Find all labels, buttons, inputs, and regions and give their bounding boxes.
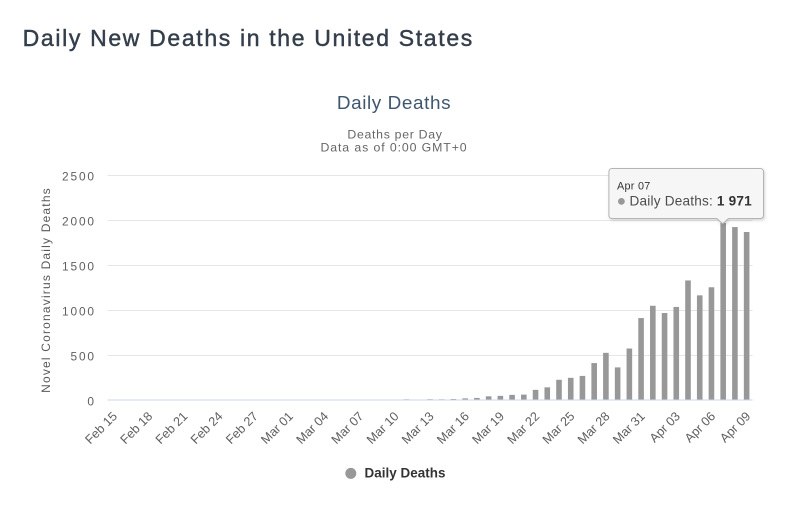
svg-text:Feb 15: Feb 15 — [82, 409, 120, 447]
svg-text:Apr 07: Apr 07 — [617, 181, 651, 193]
svg-text:Mar 31: Mar 31 — [610, 409, 648, 447]
svg-text:Mar 25: Mar 25 — [540, 409, 578, 447]
svg-text:Mar 13: Mar 13 — [399, 409, 437, 447]
svg-text:Daily Deaths: Daily Deaths — [365, 466, 446, 481]
svg-text:Daily New Deaths in the United: Daily New Deaths in the United States — [23, 25, 474, 51]
svg-text:Daily Deaths: 1 971: Daily Deaths: 1 971 — [630, 194, 753, 209]
svg-text:Feb 24: Feb 24 — [188, 409, 226, 447]
svg-text:Apr 06: Apr 06 — [682, 409, 718, 445]
svg-text:Apr 09: Apr 09 — [717, 409, 753, 445]
svg-text:500: 500 — [71, 349, 96, 363]
svg-text:Novel Coronavirus Daily Deaths: Novel Coronavirus Daily Deaths — [39, 187, 53, 393]
svg-text:Mar 07: Mar 07 — [329, 409, 367, 447]
svg-text:Daily Deaths: Daily Deaths — [337, 93, 451, 114]
svg-text:Mar 04: Mar 04 — [294, 409, 332, 447]
svg-text:2500: 2500 — [62, 170, 96, 184]
svg-text:1000: 1000 — [62, 305, 96, 319]
svg-text:Mar 16: Mar 16 — [434, 409, 472, 447]
svg-text:Mar 22: Mar 22 — [505, 409, 543, 447]
svg-text:Apr 03: Apr 03 — [647, 409, 683, 445]
svg-text:1500: 1500 — [62, 260, 96, 274]
svg-text:0: 0 — [87, 394, 95, 408]
svg-text:Mar 19: Mar 19 — [469, 409, 507, 447]
svg-text:Mar 28: Mar 28 — [575, 409, 613, 447]
svg-text:Mar 10: Mar 10 — [364, 409, 402, 447]
svg-text:Feb 27: Feb 27 — [223, 409, 261, 447]
svg-text:Feb 18: Feb 18 — [118, 409, 156, 447]
svg-text:Mar 01: Mar 01 — [258, 409, 296, 447]
svg-text:Deaths per Day: Deaths per Day — [347, 127, 442, 141]
svg-text:Feb 21: Feb 21 — [153, 409, 191, 447]
svg-text:2000: 2000 — [62, 215, 96, 229]
svg-text:Data as of 0:00 GMT+0: Data as of 0:00 GMT+0 — [320, 140, 467, 154]
